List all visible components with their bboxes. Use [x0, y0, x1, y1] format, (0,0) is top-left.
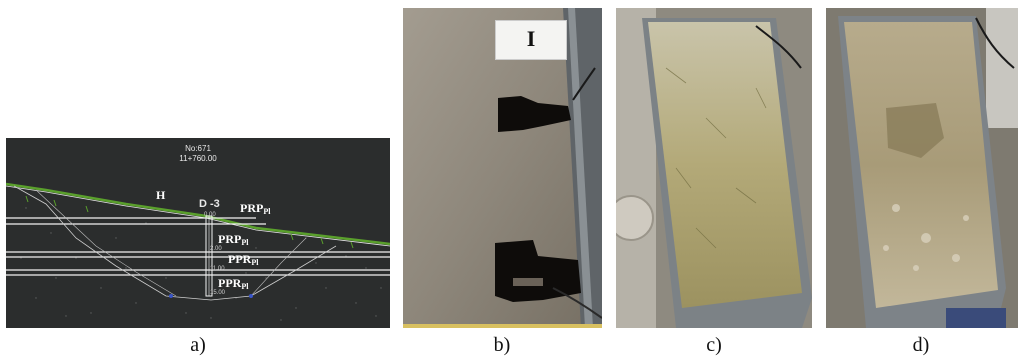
label-ppr-mid-text: PPR — [228, 252, 252, 266]
label-ppr-bot: PPRPl — [218, 276, 248, 291]
upper-cavity — [498, 96, 571, 132]
photo-b-image — [403, 8, 602, 328]
photo-bare-soil-tray: I — [403, 8, 602, 328]
label-d: D -3 — [199, 198, 220, 210]
label-prp-mid-sub: Pl — [241, 238, 249, 247]
label-d-letter: D — [199, 198, 207, 210]
caption-b: b) — [493, 334, 511, 356]
label-prp-mid-text: PRP — [218, 232, 242, 246]
cad-cross-section: No:671 11+760.00 H D -3 PRPPl PRPPl PPRP… — [6, 138, 390, 328]
tray-label-sign: I — [495, 20, 567, 60]
section-number: No:671 — [185, 144, 211, 153]
depth-11: 11.00 — [210, 266, 225, 272]
label-prp-top-sub: Pl — [263, 207, 271, 216]
label-h: H — [156, 188, 166, 202]
depth-2: 2.00 — [210, 246, 222, 252]
label-ppr-bot-text: PPR — [218, 276, 242, 290]
photo-grass-tray — [616, 8, 812, 328]
slip-surface-line — [13, 185, 337, 301]
marker-left — [169, 294, 173, 298]
label-ppr-bot-sub: Pl — [241, 282, 249, 291]
label-prp-mid: PRPPl — [218, 232, 248, 247]
caption-d: d) — [912, 334, 930, 356]
caption-c: c) — [706, 334, 722, 356]
marker-right — [249, 294, 253, 298]
label-d-value: -3 — [210, 198, 220, 210]
label-prp-top-text: PRP — [240, 201, 264, 215]
lower-cavity — [495, 240, 581, 302]
label-ppr-mid: PPRPl — [228, 252, 258, 267]
layer-boundaries — [6, 217, 390, 276]
photo-d-image — [826, 8, 1018, 328]
caption-a: a) — [190, 334, 206, 356]
label-ppr-mid-sub: Pl — [251, 258, 259, 267]
cad-drawing — [6, 182, 390, 321]
ground-surface-line — [6, 182, 390, 246]
grass-markers — [25, 195, 354, 249]
slide-mass — [886, 103, 944, 158]
label-prp-top: PRPPl — [240, 201, 270, 216]
depth-0: 0.00 — [204, 212, 216, 218]
photo-failed-slope-tray — [826, 8, 1018, 328]
photo-c-image — [616, 8, 812, 328]
section-chainage: 11+760.00 — [179, 154, 217, 163]
grass-surface — [648, 22, 802, 308]
depth-15: 15.00 — [210, 290, 226, 296]
failed-soil-surface — [844, 22, 998, 308]
